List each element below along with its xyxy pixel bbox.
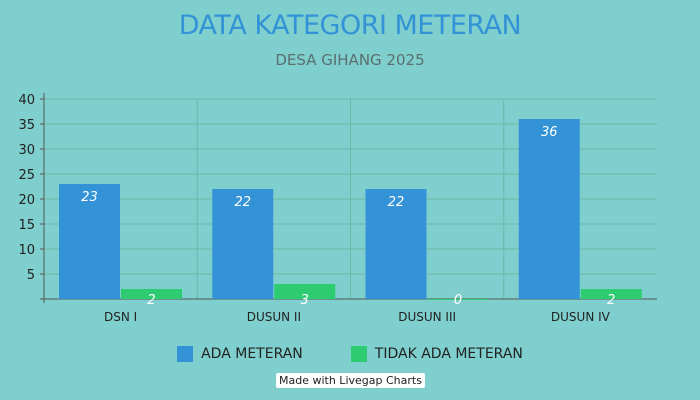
x-tick-label: DSN I <box>104 310 137 324</box>
chart-subtitle: DESA GIHANG 2025 <box>275 51 425 69</box>
bar-tidak-ada-meteran <box>580 289 642 299</box>
y-tick-label: 10 <box>18 243 35 258</box>
legend-label-ada-meteran: ADA METERAN <box>201 346 303 362</box>
bar-tidak-ada-meteran <box>274 284 336 299</box>
bar-ada-meteran <box>212 189 274 299</box>
bar-tidak-ada-meteran <box>427 299 489 300</box>
y-tick-label: 25 <box>18 168 35 183</box>
y-tick-label: 40 <box>18 93 35 108</box>
y-tick-label: 15 <box>18 218 35 233</box>
bar-value-label: 22 <box>388 195 405 210</box>
bar-ada-meteran <box>365 189 427 299</box>
bar-value-label: 3 <box>301 293 309 308</box>
credit-badge[interactable]: Made with Livegap Charts <box>276 373 425 388</box>
bar-ada-meteran <box>518 119 580 299</box>
legend-label-tidak-ada-meteran: TIDAK ADA METERAN <box>374 346 523 362</box>
legend-item-tidak-ada-meteran[interactable]: TIDAK ADA METERAN <box>350 346 523 362</box>
y-tick-label: 20 <box>18 193 35 208</box>
bar-value-label: 0 <box>454 293 462 308</box>
legend-item-ada-meteran[interactable]: ADA METERAN <box>177 346 303 362</box>
y-tick-label: 30 <box>18 143 35 158</box>
bar-ada-meteran <box>59 184 120 299</box>
chart-title: DATA KATEGORI METERAN <box>178 10 522 41</box>
bar-value-label: 2 <box>607 293 615 308</box>
y-tick-label: 5 <box>27 268 35 283</box>
bar-value-label: 23 <box>81 190 98 205</box>
legend-swatch-ada-meteran <box>177 346 194 362</box>
legend-swatch-tidak-ada-meteran <box>350 346 367 362</box>
x-tick-label: DUSUN II <box>247 310 301 324</box>
x-tick-label: DUSUN III <box>398 310 456 324</box>
bar-value-label: 22 <box>234 195 251 210</box>
y-tick-label: 35 <box>18 118 35 133</box>
bar-value-label: 2 <box>147 293 155 308</box>
bar-value-label: 36 <box>541 125 558 140</box>
legend: ADA METERAN TIDAK ADA METERAN <box>0 346 700 362</box>
bar-tidak-ada-meteran <box>121 289 182 299</box>
x-tick-label: DUSUN IV <box>551 310 611 324</box>
